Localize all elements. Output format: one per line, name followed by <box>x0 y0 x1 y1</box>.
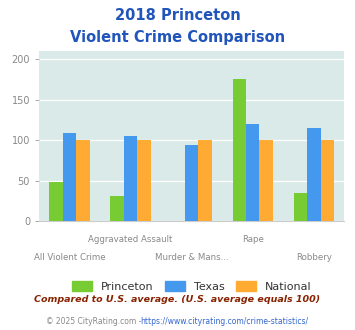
Text: Robbery: Robbery <box>296 253 332 262</box>
Text: All Violent Crime: All Violent Crime <box>34 253 105 262</box>
Bar <box>246 124 260 221</box>
Text: https://www.cityrating.com/crime-statistics/: https://www.cityrating.com/crime-statist… <box>140 317 308 326</box>
Bar <box>321 140 334 221</box>
Legend: Princeton, Texas, National: Princeton, Texas, National <box>69 278 315 295</box>
Bar <box>233 80 246 221</box>
Text: © 2025 CityRating.com -: © 2025 CityRating.com - <box>46 317 144 326</box>
Bar <box>76 140 90 221</box>
Text: Murder & Mans...: Murder & Mans... <box>155 253 229 262</box>
Bar <box>49 182 63 221</box>
Bar <box>294 193 307 221</box>
Text: Rape: Rape <box>242 235 264 244</box>
Bar <box>198 140 212 221</box>
Bar <box>110 196 124 221</box>
Bar <box>137 140 151 221</box>
Bar <box>185 145 198 221</box>
Bar <box>307 128 321 221</box>
Bar <box>63 133 76 221</box>
Text: 2018 Princeton: 2018 Princeton <box>115 8 240 23</box>
Text: Compared to U.S. average. (U.S. average equals 100): Compared to U.S. average. (U.S. average … <box>34 295 321 304</box>
Bar <box>260 140 273 221</box>
Text: Aggravated Assault: Aggravated Assault <box>88 235 173 244</box>
Bar <box>124 136 137 221</box>
Text: Violent Crime Comparison: Violent Crime Comparison <box>70 30 285 45</box>
